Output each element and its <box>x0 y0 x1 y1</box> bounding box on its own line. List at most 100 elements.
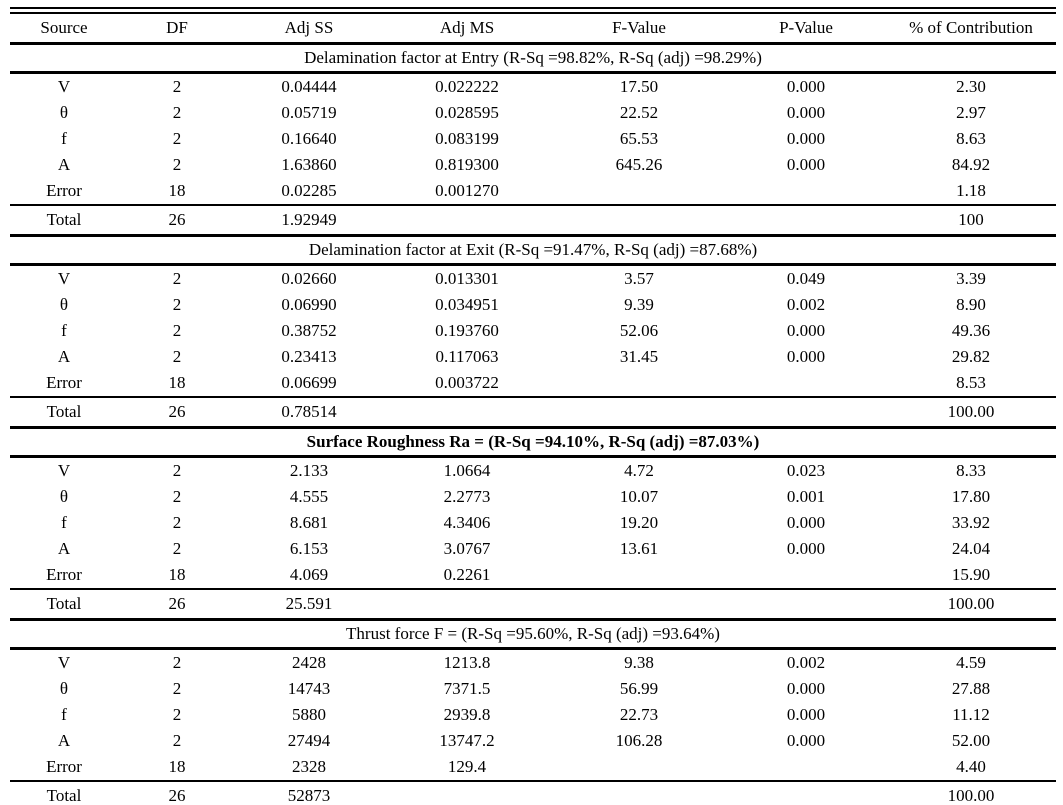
cell-p-value: 0.000 <box>786 731 826 750</box>
data-row-col: θ 2 0.05719 0.028595 22.52 0.000 2.97 <box>10 100 1056 126</box>
total-cell-f-value <box>552 780 726 805</box>
cell-adj-ss: 4.555 <box>289 487 329 506</box>
cell-adj-ms: 7371.5 <box>443 679 491 698</box>
cell-p-value <box>726 562 886 589</box>
data-row-error: Error 18 0.06699 0.003722 8.53 <box>10 370 1056 397</box>
source-cell: A <box>57 155 71 174</box>
cell-adj-ss: 0.16640 <box>281 129 337 148</box>
section-title: Delamination factor at Exit (R-Sq =91.47… <box>10 234 1056 266</box>
total-cell-of-contribution: 100 <box>886 204 1056 237</box>
total-cell-df: 26 <box>118 780 236 805</box>
data-row-a: A 2 1.63860 0.819300 645.26 0.000 84.92 <box>10 152 1056 178</box>
data-row-v: V 2 2428 1213.8 9.38 0.002 4.59 <box>10 649 1056 677</box>
cell-df: 2 <box>172 321 182 340</box>
header-cell-adj-ss: Adj SS <box>236 10 382 45</box>
cell-df: 2 <box>172 155 182 174</box>
cell-df: 2 <box>172 295 182 314</box>
total-label-cell: Total <box>10 588 118 621</box>
cell-df: 2 <box>172 103 182 122</box>
header-cell-p-value: P-Value <box>726 10 886 45</box>
cell-adj-ms: 0.193760 <box>435 321 499 340</box>
cell-f-value: 10.07 <box>619 487 659 506</box>
cell-p-value: 0.000 <box>786 77 826 96</box>
cell-of-contribution: 11.12 <box>952 705 990 724</box>
cell-df: 2 <box>172 461 182 480</box>
total-cell-adj-ms <box>382 396 552 429</box>
cell-of-contribution: 4.40 <box>956 757 986 776</box>
source-cell: θ <box>59 295 69 314</box>
table-header: Source DF Adj SS Adj MS F-Value P-Value% of C… <box>10 10 1056 45</box>
cell-of-contribution: 15.90 <box>951 565 991 584</box>
header-row: Source DF Adj SS Adj MS F-Value P-Value% of C… <box>10 10 1056 45</box>
source-cell: f <box>61 321 67 340</box>
cell-of-contribution: 24.04 <box>951 539 991 558</box>
total-label-cell: Total <box>10 204 118 237</box>
total-cell-df: 26 <box>118 204 236 237</box>
cell-adj-ms: 0.2261 <box>443 565 491 584</box>
total-row: Total 26 52873 100.00 <box>10 780 1056 805</box>
cell-df: 2 <box>172 705 182 724</box>
cell-adj-ss: 0.04444 <box>281 77 337 96</box>
cell-df: 2 <box>172 77 182 96</box>
cell-adj-ms: 0.001270 <box>435 181 499 200</box>
cell-f-value: 22.52 <box>619 103 659 122</box>
cell-p-value <box>726 754 886 781</box>
header-cell-source: Source <box>10 10 118 45</box>
cell-f-value: 9.38 <box>624 653 654 672</box>
cell-adj-ms: 0.022222 <box>435 77 499 96</box>
section-title: Surface Roughness Ra = (R-Sq =94.10%, R-… <box>10 426 1056 458</box>
source-cell: Error <box>46 757 82 776</box>
cell-adj-ss: 8.681 <box>289 513 329 532</box>
cell-p-value: 0.000 <box>786 679 826 698</box>
total-row: Total 26 0.78514 100.00 <box>10 396 1056 429</box>
cell-p-value: 0.000 <box>786 129 826 148</box>
cell-p-value: 0.000 <box>786 321 826 340</box>
data-row-a: A 2 27494 13747.2 106.28 0.000 52.00 <box>10 728 1056 754</box>
cell-adj-ss: 0.02285 <box>281 181 337 200</box>
cell-df: 2 <box>172 731 182 750</box>
source-cell: A <box>57 347 71 366</box>
cell-of-contribution: 3.39 <box>956 269 986 288</box>
total-cell-df: 26 <box>118 588 236 621</box>
total-cell-of-contribution: 100.00 <box>886 588 1056 621</box>
source-cell: V <box>57 461 71 480</box>
cell-adj-ss: 0.02660 <box>281 269 337 288</box>
cell-f-value: 645.26 <box>615 155 663 174</box>
cell-p-value: 0.023 <box>786 461 826 480</box>
cell-f-value <box>552 562 726 589</box>
section-title-row: Delamination factor at Entry (R-Sq =98.8… <box>10 42 1056 74</box>
total-row: Total 26 25.591 100.00 <box>10 588 1056 621</box>
cell-of-contribution: 8.90 <box>956 295 986 314</box>
cell-df: 18 <box>168 757 186 776</box>
cell-p-value: 0.000 <box>786 539 826 558</box>
data-row-v: V 2 2.133 1.0664 4.72 0.023 8.33 <box>10 457 1056 485</box>
cell-adj-ss: 2428 <box>292 653 326 672</box>
total-cell-of-contribution: 100.00 <box>886 780 1056 805</box>
cell-of-contribution: 17.80 <box>951 487 991 506</box>
cell-f-value: 17.50 <box>619 77 659 96</box>
source-cell: Error <box>46 373 82 392</box>
cell-adj-ss: 6.153 <box>289 539 329 558</box>
cell-p-value: 0.002 <box>786 295 826 314</box>
total-row: Total 26 1.92949 100 <box>10 204 1056 237</box>
cell-f-value: 4.72 <box>624 461 654 480</box>
cell-of-contribution: 8.53 <box>956 373 986 392</box>
cell-p-value: 0.000 <box>786 155 826 174</box>
total-cell-adj-ss: 52873 <box>236 780 382 805</box>
cell-adj-ms: 0.083199 <box>435 129 499 148</box>
total-cell-adj-ms <box>382 780 552 805</box>
cell-adj-ss: 0.06990 <box>281 295 337 314</box>
source-cell: θ <box>59 487 69 506</box>
total-cell-of-contribution: 100.00 <box>886 396 1056 429</box>
total-label-cell: Total <box>10 396 118 429</box>
total-cell-adj-ss: 25.591 <box>236 588 382 621</box>
total-cell-f-value <box>552 204 726 237</box>
cell-of-contribution: 52.00 <box>951 731 991 750</box>
total-cell-f-value <box>552 588 726 621</box>
data-row-error: Error 18 4.069 0.2261 15.90 <box>10 562 1056 589</box>
source-cell: θ <box>59 103 69 122</box>
data-row-v: V 2 0.02660 0.013301 3.57 0.049 3.39 <box>10 265 1056 293</box>
cell-f-value <box>552 754 726 781</box>
cell-adj-ms: 1213.8 <box>443 653 491 672</box>
total-cell-adj-ms <box>382 204 552 237</box>
